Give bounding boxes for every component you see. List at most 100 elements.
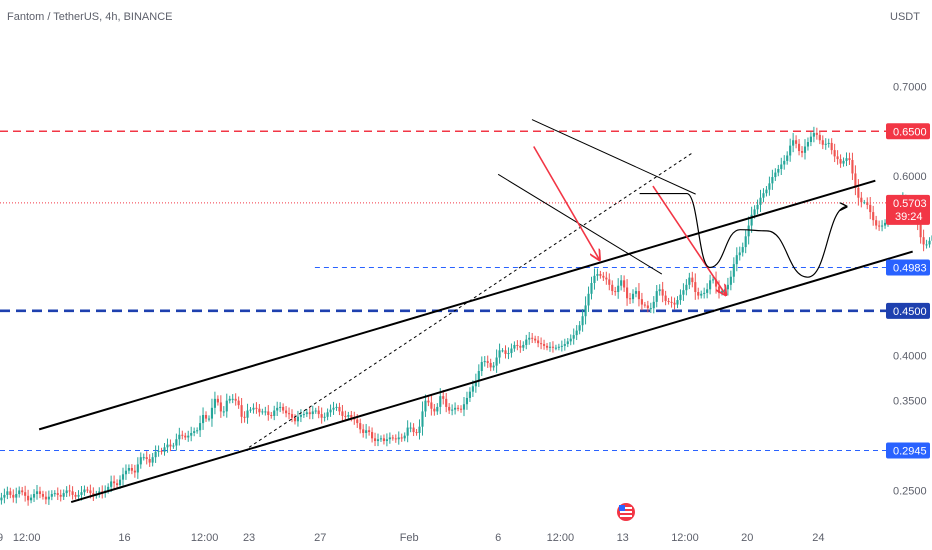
x-tick-label: 12:00 <box>671 532 699 544</box>
y-tick-label: 0.4000 <box>893 351 927 363</box>
candle <box>670 296 673 308</box>
candle <box>762 188 765 203</box>
candle <box>448 403 451 414</box>
candle <box>792 132 795 153</box>
candle <box>160 447 163 455</box>
candle <box>765 186 768 197</box>
candle <box>56 487 59 501</box>
candle <box>41 490 45 500</box>
price-tag-0.2945: 0.2945 <box>893 445 927 457</box>
candle <box>854 165 857 196</box>
candle <box>771 169 774 190</box>
x-tick-label: 12:00 <box>191 532 219 544</box>
candle <box>32 489 36 502</box>
candle <box>403 432 406 442</box>
candle <box>193 427 196 437</box>
candle <box>243 411 246 423</box>
candle <box>338 402 341 416</box>
candle <box>166 438 169 453</box>
candle <box>697 287 700 300</box>
candle <box>418 419 421 440</box>
candle <box>578 321 581 335</box>
price-tag-0.6500: 0.6500 <box>893 126 927 138</box>
candle <box>311 405 314 420</box>
candle <box>554 344 557 351</box>
x-tick-label: 9 <box>0 532 3 544</box>
candle <box>6 486 9 500</box>
candle <box>424 394 427 417</box>
candle <box>768 176 771 196</box>
candle <box>842 157 845 167</box>
candle <box>219 395 222 418</box>
price-tag-bg <box>886 123 930 140</box>
candle <box>836 150 839 165</box>
candle <box>839 154 842 168</box>
candle <box>617 278 620 299</box>
candle <box>519 340 522 353</box>
candle <box>299 409 302 423</box>
candle <box>673 297 676 310</box>
candle <box>789 138 792 162</box>
candle <box>433 403 436 416</box>
candle <box>293 414 297 425</box>
x-tick-label: 27 <box>314 532 326 544</box>
candle <box>210 398 214 427</box>
candle <box>21 486 24 496</box>
candle <box>459 405 463 413</box>
candle <box>655 285 658 308</box>
candle <box>368 426 371 436</box>
candle <box>741 242 744 257</box>
candle <box>480 356 483 377</box>
candle <box>190 426 193 442</box>
candle <box>59 489 62 502</box>
x-tick-label: 16 <box>118 532 130 544</box>
candle <box>513 341 516 352</box>
candle <box>237 396 240 409</box>
candle <box>501 348 504 353</box>
candle <box>172 442 175 449</box>
candle <box>581 308 584 332</box>
candle <box>637 283 641 307</box>
candle <box>264 406 267 416</box>
candle <box>803 139 807 160</box>
candle <box>510 343 513 358</box>
candlestick-series <box>0 126 932 506</box>
candle <box>611 280 614 296</box>
candle <box>196 427 199 434</box>
candle <box>818 130 821 145</box>
x-tick-label: 23 <box>243 532 255 544</box>
candle <box>833 143 836 163</box>
candle <box>620 275 623 291</box>
candle <box>308 406 311 420</box>
flag-icon[interactable] <box>617 503 635 521</box>
candle <box>623 275 626 292</box>
candle <box>323 412 326 422</box>
candle <box>756 199 759 215</box>
candle <box>608 273 611 291</box>
candle <box>531 332 534 343</box>
x-tick-label: 13 <box>617 532 629 544</box>
x-tick-label: 20 <box>741 532 753 544</box>
candle <box>445 392 448 413</box>
chart-symbol-header: Fantom / TetherUS, 4h, BINANCE <box>7 11 172 23</box>
candle <box>199 415 202 437</box>
candle <box>664 290 667 306</box>
candle <box>0 492 3 505</box>
candle <box>347 411 350 420</box>
candle <box>121 467 125 486</box>
candle <box>44 491 47 505</box>
candle <box>127 464 130 474</box>
candle <box>394 434 397 443</box>
candle <box>379 435 383 442</box>
candle <box>430 394 433 416</box>
candle <box>658 284 661 296</box>
price-tag-bg <box>886 442 930 459</box>
candle <box>821 135 824 150</box>
candle <box>851 152 854 180</box>
y-tick-label: 0.2500 <box>893 485 927 497</box>
candle <box>534 335 537 344</box>
candle <box>201 407 205 430</box>
candle <box>646 300 649 313</box>
